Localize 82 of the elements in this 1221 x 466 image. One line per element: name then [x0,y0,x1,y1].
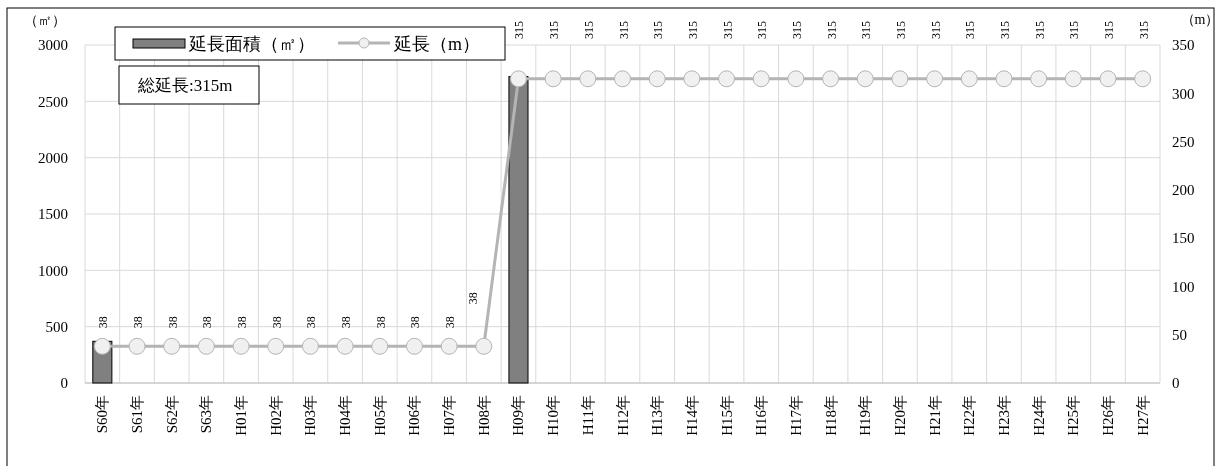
x-tick-label: H07年 [441,395,458,436]
x-tick-label: H13年 [649,395,666,436]
y2-tick-label: 250 [1172,133,1195,150]
data-label: 315 [547,21,562,39]
x-tick-label: H10年 [545,395,562,436]
x-tick-label: H24年 [1030,395,1047,436]
x-tick-label: H27年 [1134,395,1151,436]
data-label: 38 [131,316,146,329]
data-label: 315 [1136,21,1151,39]
data-label: 315 [1101,21,1116,39]
data-label: 38 [339,316,354,329]
y2-tick-label: 150 [1172,230,1195,247]
x-tick-label: H26年 [1099,395,1116,436]
x-tick-label: H19年 [857,395,874,436]
y-tick-label: 2500 [38,93,68,110]
data-label: 315 [755,21,770,39]
x-tick-label: H25年 [1065,395,1082,436]
annotation: 総延長:315m [137,76,233,95]
data-label: 315 [789,21,804,39]
x-tick-label: S62年 [163,395,180,434]
x-tick-label: H17年 [787,395,804,436]
y2-axis-title: （m） [1180,12,1220,27]
data-label: 315 [616,21,631,39]
y-axis-title: （㎡） [24,13,66,28]
data-label: 315 [720,21,735,39]
data-label: 38 [165,316,180,329]
data-label: 315 [581,21,596,39]
x-tick-label: H06年 [406,395,423,436]
data-label: 315 [1032,21,1047,39]
data-label: 315 [893,21,908,39]
data-label: 315 [651,21,666,39]
y2-tick-label: 100 [1172,278,1195,295]
x-tick-label: S61年 [129,395,146,434]
data-label: 38 [235,316,250,329]
data-label: 38 [96,316,111,329]
data-label: 38 [200,316,215,329]
x-tick-label: H05年 [371,395,388,436]
x-tick-label: H12年 [614,395,631,436]
y-tick-label: 1500 [38,206,68,223]
x-tick-label: H20年 [891,395,908,436]
data-label: 315 [997,21,1012,39]
data-label: 315 [512,21,527,39]
data-label: 38 [304,316,319,329]
x-tick-label: H18年 [822,395,839,436]
x-tick-label: H03年 [302,395,319,436]
x-tick-label: H04年 [337,395,354,436]
y2-tick-label: 300 [1172,85,1195,102]
y2-tick-label: 0 [1172,375,1180,392]
y-tick-label: 0 [60,375,68,392]
legend-label: 延長（m） [393,34,481,54]
y-tick-label: 1000 [38,262,68,279]
x-tick-label: H09年 [510,395,527,436]
y2-tick-label: 350 [1172,37,1195,54]
data-label: 38 [373,316,388,329]
x-tick-label: H23年 [995,395,1012,436]
data-label: 38 [465,292,480,305]
x-tick-label: H08年 [475,395,492,436]
x-tick-label: H02年 [267,395,284,436]
data-label: 315 [859,21,874,39]
x-tick-label: H21年 [926,395,943,436]
y-tick-label: 2000 [38,149,68,166]
x-tick-label: H11年 [579,395,596,436]
x-tick-label: H15年 [718,395,735,436]
y-tick-label: 3000 [38,37,68,54]
data-label: 315 [685,21,700,39]
x-tick-label: H16年 [753,395,770,436]
data-label: 315 [1067,21,1082,39]
x-tick-label: H01年 [233,395,250,436]
x-tick-label: S60年 [94,395,111,434]
data-label: 38 [408,316,423,329]
y-tick-label: 500 [45,318,68,335]
data-label: 315 [824,21,839,39]
y2-tick-label: 50 [1172,326,1187,343]
y2-tick-label: 200 [1172,182,1195,199]
data-label: 38 [269,316,284,329]
legend-label: 延長面積（㎡） [188,34,315,54]
x-tick-label: H14年 [683,395,700,436]
x-tick-label: H22年 [961,395,978,436]
data-label: 315 [963,21,978,39]
data-label: 315 [928,21,943,39]
x-tick-label: S63年 [198,395,215,434]
data-label: 38 [443,316,458,329]
